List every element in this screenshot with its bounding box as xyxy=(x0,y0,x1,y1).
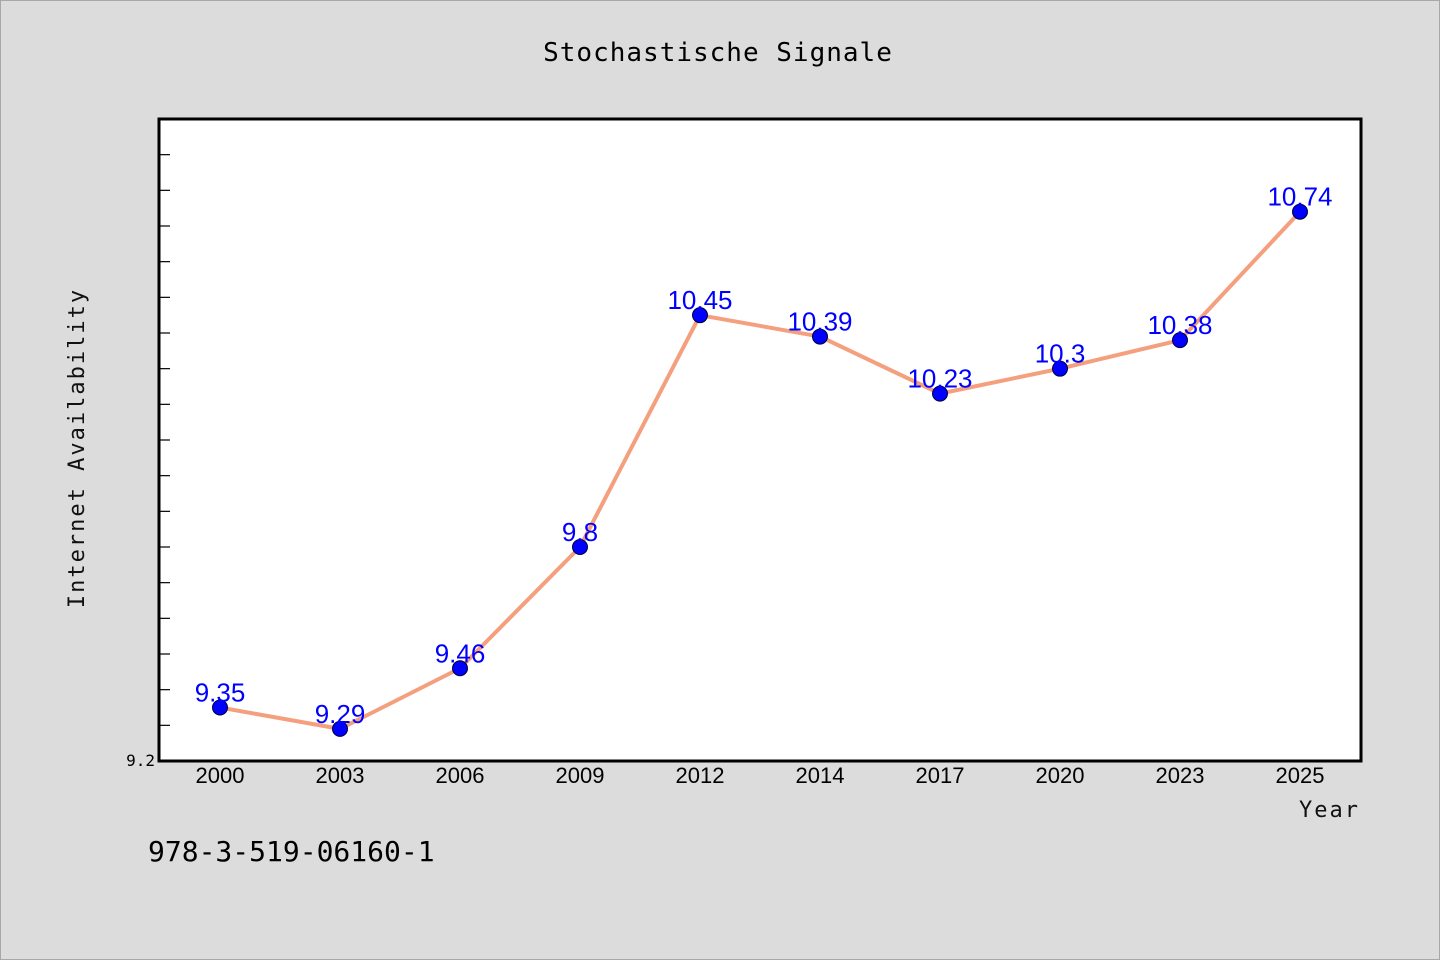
data-point-marker xyxy=(572,539,588,555)
x-tick-label: 2014 xyxy=(796,763,845,788)
plot-area xyxy=(157,117,1363,763)
series-markers xyxy=(212,203,1308,737)
data-label: 10.23 xyxy=(907,364,972,394)
data-point-marker xyxy=(452,660,468,677)
y-axis-tick-labels: 9.2 xyxy=(126,751,155,770)
data-label: 10.38 xyxy=(1147,310,1212,340)
data-point-marker xyxy=(932,385,948,402)
data-point-marker xyxy=(692,307,708,324)
x-tick-label: 2003 xyxy=(316,763,365,788)
y-axis-label: Internet Availability xyxy=(65,288,90,608)
x-tick-label: 2009 xyxy=(556,763,605,788)
data-label: 9.35 xyxy=(195,678,246,708)
x-tick-label: 2006 xyxy=(436,763,485,788)
x-tick-label: 2023 xyxy=(1156,763,1205,788)
x-axis-label: Year xyxy=(1299,798,1360,823)
series-data-labels: 9.35 9.29 9.46 9.8 10.45 10.39 10.23 10.3 10.38 1… xyxy=(195,182,1333,729)
y-tick-label: 9.2 xyxy=(126,751,155,770)
data-point-marker xyxy=(812,328,828,345)
x-tick-label: 2017 xyxy=(916,763,965,788)
chart-title: Stochastische Signale xyxy=(543,38,893,68)
data-label: 10.74 xyxy=(1267,182,1332,212)
data-point-marker xyxy=(212,699,228,716)
data-point-marker xyxy=(1292,203,1308,220)
data-label: 9.29 xyxy=(315,699,366,729)
data-point-marker xyxy=(1172,332,1188,349)
data-label: 10.39 xyxy=(787,307,852,337)
x-tick-label: 2025 xyxy=(1276,763,1325,788)
data-label: 9.46 xyxy=(435,638,486,668)
y-axis-ticks xyxy=(159,154,170,726)
data-label: 9.8 xyxy=(562,517,598,547)
data-label: 10.45 xyxy=(667,285,732,315)
footnote-isbn: 978-3-519-06160-1 xyxy=(148,835,435,868)
x-axis-tick-labels: 2000 2003 2006 2009 2012 2014 2017 2020 2023 2025 xyxy=(196,763,1325,788)
x-tick-label: 2020 xyxy=(1036,763,1085,788)
data-point-marker xyxy=(332,720,348,737)
data-label: 10.3 xyxy=(1035,339,1086,369)
x-tick-label: 2000 xyxy=(196,763,245,788)
data-point-marker xyxy=(1052,360,1068,377)
series-line-group xyxy=(219,210,1302,731)
x-tick-label: 2012 xyxy=(676,763,725,788)
series-line xyxy=(219,210,1302,731)
